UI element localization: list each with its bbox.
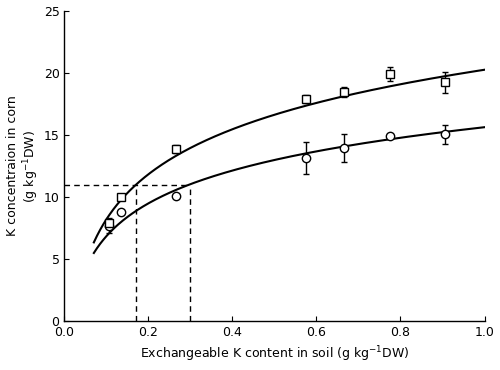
Y-axis label: K concentraion in corn
(g kg$^{-1}$DW): K concentraion in corn (g kg$^{-1}$DW) — [6, 95, 41, 236]
X-axis label: Exchangeable K content in soil (g kg$^{-1}$DW): Exchangeable K content in soil (g kg$^{-… — [140, 345, 409, 364]
